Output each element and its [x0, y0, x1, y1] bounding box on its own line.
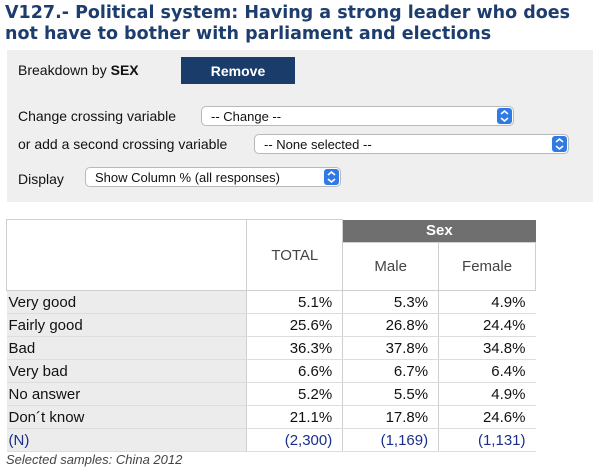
total-value: 36.3% — [246, 336, 343, 360]
crossing-label: Change crossing variable — [18, 108, 176, 124]
total-value: 21.1% — [246, 405, 343, 429]
results-table: TOTAL Sex Male Female Very good 5.1% 5.3… — [5, 219, 536, 452]
table-row: Don´t know 21.1% 17.8% 24.6% — [6, 405, 536, 429]
female-value: 34.8% — [438, 336, 536, 360]
row-label: Bad — [6, 336, 247, 360]
female-value: (1,131) — [438, 428, 536, 452]
male-value: 5.3% — [342, 290, 439, 314]
total-value: 25.6% — [246, 313, 343, 337]
display-label: Display — [18, 171, 64, 187]
male-header: Male — [342, 241, 440, 292]
table-row: Bad 36.3% 37.8% 34.8% — [6, 336, 536, 360]
table-row: Fairly good 25.6% 26.8% 24.4% — [6, 313, 536, 337]
select-arrows-icon — [497, 108, 512, 124]
row-label: Don´t know — [6, 405, 247, 429]
female-value: 24.4% — [438, 313, 536, 337]
selected-samples-note: Selected samples: China 2012 — [6, 452, 183, 467]
second-crossing-select[interactable]: -- None selected -- — [254, 134, 569, 154]
select-arrows-icon — [552, 136, 567, 152]
row-label: (N) — [6, 428, 247, 452]
crossing-variable-value: -- Change -- — [211, 109, 282, 124]
male-value: 17.8% — [342, 405, 439, 429]
table-row: Very bad 6.6% 6.7% 6.4% — [6, 359, 536, 383]
total-value: 5.2% — [246, 382, 343, 406]
total-header: TOTAL — [246, 219, 344, 291]
total-value: (2,300) — [246, 428, 343, 452]
display-value: Show Column % (all responses) — [95, 170, 280, 185]
female-value: 4.9% — [438, 382, 536, 406]
male-value: 37.8% — [342, 336, 439, 360]
row-label: Very bad — [6, 359, 247, 383]
female-header: Female — [438, 241, 536, 292]
second-crossing-label: or add a second crossing variable — [18, 136, 228, 152]
select-arrows-icon — [324, 169, 339, 185]
female-value: 6.4% — [438, 359, 536, 383]
remove-button[interactable]: Remove — [181, 57, 295, 84]
table-row: No answer 5.2% 5.5% 4.9% — [6, 382, 536, 406]
sample-size-row: (N) (2,300) (1,169) (1,131) — [6, 428, 536, 452]
female-value: 4.9% — [438, 290, 536, 314]
sex-group-header: Sex — [342, 219, 536, 243]
display-select[interactable]: Show Column % (all responses) — [85, 167, 341, 187]
male-value: 5.5% — [342, 382, 439, 406]
controls-panel: Breakdown by SEX Remove Change crossing … — [7, 50, 593, 202]
total-value: 6.6% — [246, 359, 343, 383]
second-crossing-value: -- None selected -- — [264, 137, 372, 152]
row-label: No answer — [6, 382, 247, 406]
crossing-variable-select[interactable]: -- Change -- — [201, 106, 514, 126]
breakdown-label-text: Breakdown by — [18, 62, 107, 78]
male-value: (1,169) — [342, 428, 439, 452]
breakdown-label: Breakdown by SEX — [18, 62, 139, 78]
total-value: 5.1% — [246, 290, 343, 314]
female-value: 24.6% — [438, 405, 536, 429]
table-corner — [5, 219, 248, 291]
row-label: Very good — [6, 290, 247, 314]
page-title: V127.- Political system: Having a strong… — [5, 3, 571, 44]
male-value: 6.7% — [342, 359, 439, 383]
male-value: 26.8% — [342, 313, 439, 337]
table-row: Very good 5.1% 5.3% 4.9% — [6, 290, 536, 314]
row-label: Fairly good — [6, 313, 247, 337]
breakdown-variable: SEX — [110, 62, 139, 78]
